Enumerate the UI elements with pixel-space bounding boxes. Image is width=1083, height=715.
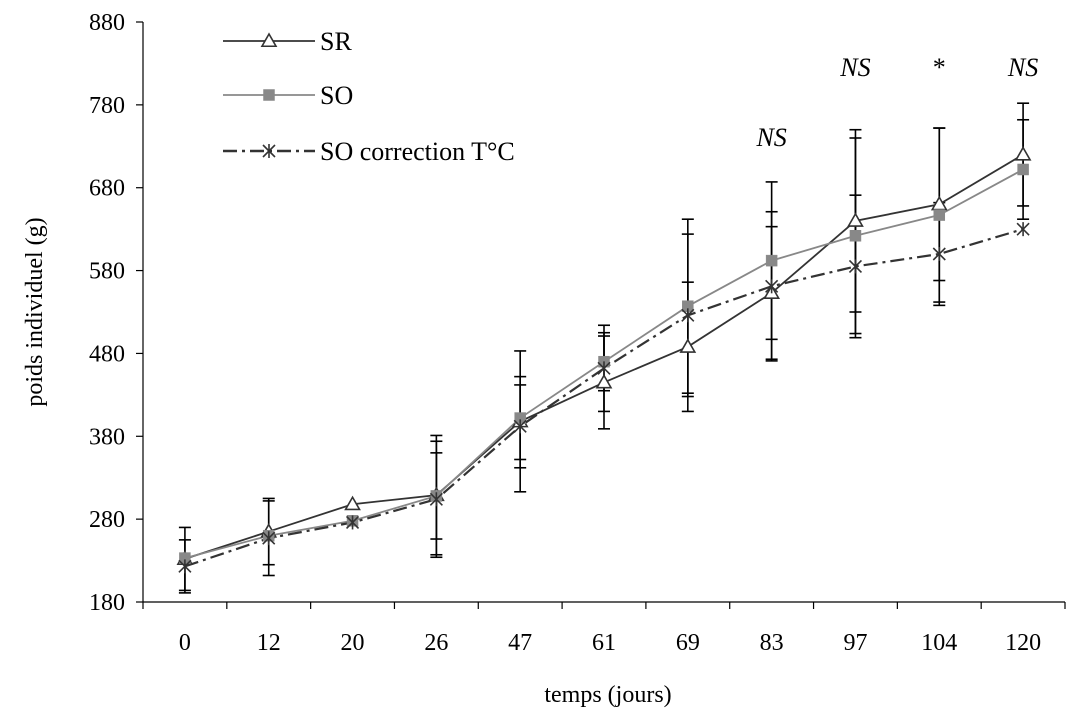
data-point [344, 495, 361, 511]
x-tick-label: 20 [341, 630, 365, 656]
x-tick-label: 104 [921, 630, 957, 656]
annotation-label: NS [839, 53, 870, 82]
legend-label: SR [320, 27, 352, 56]
legend-marker [262, 144, 276, 158]
y-tick-label: 780 [89, 93, 125, 119]
y-axis-title: poids individuel (g) [22, 217, 48, 406]
legend-marker [263, 89, 275, 101]
y-tick-label: 380 [89, 424, 125, 450]
x-tick-label: 26 [424, 630, 448, 656]
x-tick-label: 61 [592, 630, 616, 656]
x-tick-label: 120 [1005, 630, 1041, 656]
data-point [679, 338, 697, 353]
x-tick-label: 69 [676, 630, 700, 656]
y-tick-label: 880 [89, 10, 125, 36]
data-point [262, 531, 276, 546]
data-point [429, 492, 443, 507]
data-point [681, 308, 695, 323]
y-tick-label: 180 [89, 590, 125, 616]
data-point [765, 279, 779, 294]
annotation-label: NS [755, 123, 786, 152]
data-point [847, 212, 864, 227]
y-tick-label: 280 [89, 507, 125, 533]
y-tick-label: 680 [89, 176, 125, 202]
data-point [848, 259, 863, 274]
y-tick-label: 480 [89, 341, 125, 367]
data-point [1014, 145, 1032, 161]
data-point [597, 361, 611, 376]
data-point [178, 559, 192, 574]
legend: SR SO SO correction T°C [223, 27, 515, 166]
data-point [1017, 163, 1029, 176]
legend-marker [260, 32, 278, 48]
data-point [345, 515, 360, 530]
data-point [765, 254, 778, 267]
series-markers [176, 145, 1032, 574]
x-tick-label: 0 [179, 630, 191, 656]
axes [136, 21, 1066, 609]
annotation-label: * [933, 53, 946, 82]
x-tick-label: 83 [760, 630, 784, 656]
legend-label: SO correction T°C [320, 137, 515, 166]
x-axis-title: temps (jours) [544, 682, 671, 708]
x-tick-label: 12 [257, 630, 281, 656]
data-point [849, 230, 862, 242]
significance-annotations: NS NS * NS [755, 53, 1038, 152]
annotation-label: NS [1007, 53, 1038, 82]
x-tick-label: 97 [843, 630, 867, 656]
data-point [932, 247, 946, 261]
data-point [513, 419, 527, 434]
data-point [1016, 222, 1030, 237]
y-tick-label: 580 [89, 259, 125, 285]
x-tick-label: 47 [508, 630, 532, 656]
data-point [933, 209, 946, 221]
data-point [595, 373, 613, 389]
series-line-2 [184, 228, 1024, 568]
legend-label: SO [320, 81, 353, 110]
tick-labels: 180 280 380 480 580 680 780 880 0 12 20 26 47 61 69 83 9… [89, 10, 1041, 656]
